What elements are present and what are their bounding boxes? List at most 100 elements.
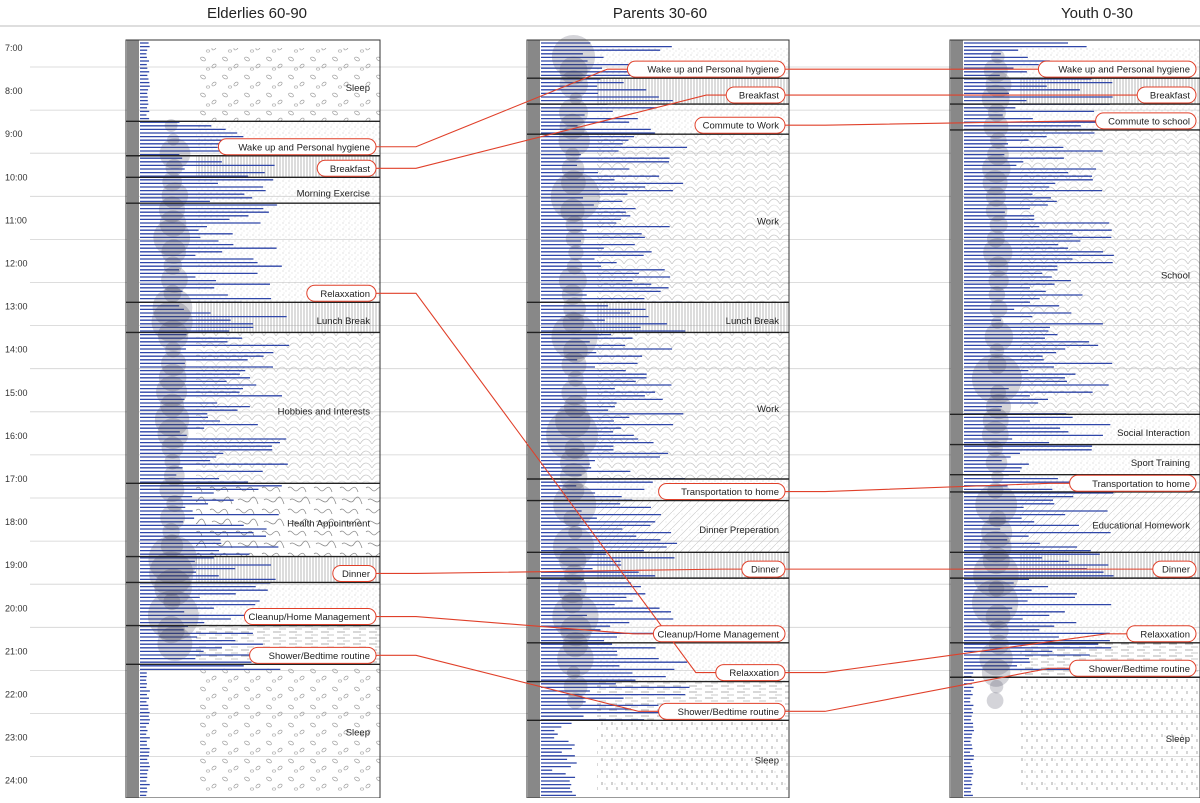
bubble xyxy=(167,133,180,146)
activity-label-text: Lunch Break xyxy=(726,316,780,327)
bubble xyxy=(985,186,1006,207)
time-label: 13:00 xyxy=(5,302,28,312)
activity-label-pill xyxy=(1069,474,1197,492)
activity-label-text: Breakfast xyxy=(330,164,370,175)
bubble xyxy=(559,547,587,575)
density-bars xyxy=(140,42,290,797)
bubble xyxy=(164,465,185,486)
time-label: 16:00 xyxy=(5,431,28,441)
bubble xyxy=(165,341,181,358)
activity-label-text: Sleep xyxy=(346,727,370,738)
activity-label-pill xyxy=(694,116,786,134)
activity-label: Relaxxation xyxy=(1126,625,1197,643)
activity-label: Wake up and Personal hygiene xyxy=(1037,60,1197,78)
activity-label: Health Appointment xyxy=(287,518,370,529)
bubble xyxy=(988,509,1007,528)
activity-label-text: Commute to school xyxy=(1108,116,1190,127)
bubble xyxy=(565,229,585,249)
bubble xyxy=(987,355,1007,375)
column-title: Youth 0-30 xyxy=(1061,5,1133,22)
activity-label-text: Relaxxation xyxy=(729,668,779,679)
bubble xyxy=(560,462,588,491)
bubble xyxy=(985,604,1011,629)
activity-label-pill xyxy=(652,625,786,643)
bubble xyxy=(160,393,185,418)
activity-label-text: Educational Homework xyxy=(1092,521,1190,532)
activity-label: Dinner Preperation xyxy=(699,525,779,536)
time-label: 21:00 xyxy=(5,646,28,656)
time-label: 10:00 xyxy=(5,172,28,182)
time-label: 12:00 xyxy=(5,259,28,269)
bubble xyxy=(561,284,583,306)
activity-label: Work xyxy=(757,217,779,228)
activity-label: Shower/Bedtime routine xyxy=(1069,659,1197,677)
time-label: 20:00 xyxy=(5,603,28,613)
density-bars xyxy=(541,42,690,797)
activity-label: Breakfast xyxy=(725,86,786,104)
connector-line xyxy=(785,120,1096,126)
bubble xyxy=(555,402,591,439)
activity-label: Cleanup/Home Management xyxy=(652,625,786,643)
column-title: Elderlies 60-90 xyxy=(207,5,307,22)
bubble xyxy=(989,215,1008,234)
activity-label: Lunch Break xyxy=(726,316,780,327)
bubble xyxy=(982,154,1011,183)
time-label: 22:00 xyxy=(5,690,28,700)
column-title: Parents 30-60 xyxy=(613,5,707,22)
bubble xyxy=(988,620,1009,641)
activity-label-pill xyxy=(306,284,377,302)
activity-label: Educational Homework xyxy=(1092,521,1190,532)
time-label: 23:00 xyxy=(5,733,28,743)
activity-label: Transportation to home xyxy=(1069,474,1197,492)
activity-label-pill xyxy=(715,664,786,682)
bubble xyxy=(565,147,580,162)
bubble xyxy=(561,379,588,406)
activity-label-pill xyxy=(741,560,786,578)
bubble xyxy=(566,666,581,680)
activity-label: Breakfast xyxy=(1136,86,1197,104)
activity-label-text: Shower/Bedtime routine xyxy=(1089,664,1190,675)
connector-line xyxy=(376,94,727,169)
bubble xyxy=(985,451,1008,474)
activity-label: Relaxxation xyxy=(306,284,377,302)
bubble xyxy=(990,132,1007,149)
bubble xyxy=(563,509,581,528)
activity-label-pill xyxy=(332,564,377,582)
time-label: 8:00 xyxy=(5,86,23,96)
time-label: 17:00 xyxy=(5,474,28,484)
bubble xyxy=(982,547,1010,575)
activity-label: Commute to Work xyxy=(694,116,786,134)
activity-label-pill xyxy=(626,60,786,78)
bubble xyxy=(557,574,587,604)
activity-label-pill xyxy=(658,483,786,501)
bubble xyxy=(565,215,584,234)
bubble xyxy=(988,286,1006,303)
bubble xyxy=(989,343,1005,358)
bubble xyxy=(161,266,188,293)
bubble xyxy=(164,119,178,133)
bubble xyxy=(159,210,187,237)
activity-label-text: Wake up and Personal hygiene xyxy=(238,142,370,153)
bubble xyxy=(157,320,189,351)
bubble xyxy=(161,239,187,264)
bubble xyxy=(562,631,589,658)
activity-label: Dinner xyxy=(1152,560,1197,578)
bubble xyxy=(991,316,1004,329)
bubble xyxy=(981,421,1009,448)
activity-label-text: Shower/Bedtime routine xyxy=(678,707,779,718)
bubble xyxy=(564,564,585,585)
bubble xyxy=(560,614,592,647)
activity-labels: Sleep Wake up and Personal hygiene Breakfa… xyxy=(217,60,1197,766)
activity-label-text: Sleep xyxy=(755,755,779,766)
bubble xyxy=(986,229,1005,248)
bubble xyxy=(154,402,190,437)
activity-label-text: Dinner Preperation xyxy=(699,525,779,536)
bubble xyxy=(983,114,1009,140)
bubble xyxy=(163,284,182,303)
connector-line xyxy=(376,654,659,712)
bubble xyxy=(166,495,184,513)
activity-label-text: Cleanup/Home Management xyxy=(658,629,780,640)
bubble xyxy=(551,313,598,360)
activity-label-text: Morning Exercise xyxy=(297,189,370,200)
activity-label: Work xyxy=(757,404,779,415)
